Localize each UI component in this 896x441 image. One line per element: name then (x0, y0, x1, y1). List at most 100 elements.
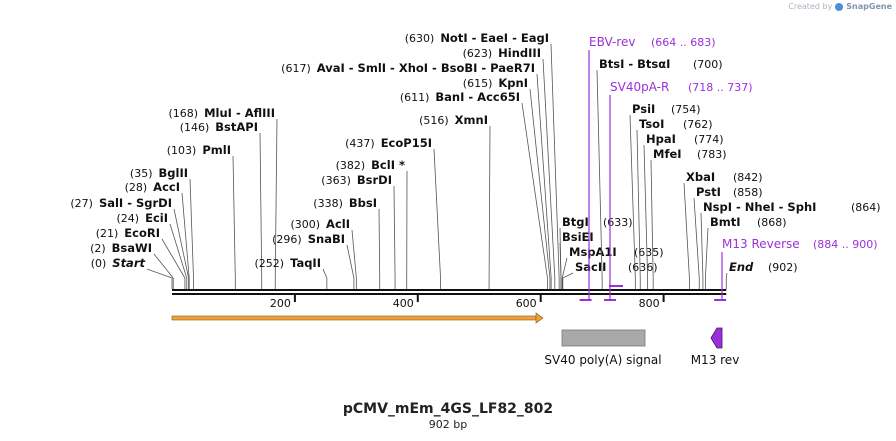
site-name: XbaI (686, 170, 715, 184)
primer-name: SV40pA-R (610, 80, 669, 94)
site-connector (232, 155, 236, 289)
primer-name: M13 Reverse (722, 237, 800, 251)
site-position: (858) (733, 186, 763, 199)
site-position: (252) (254, 257, 284, 270)
plasmid-length: 902 bp (428, 418, 468, 431)
axis-tick-label: 800 (639, 297, 660, 310)
site-connector (169, 223, 188, 289)
site-name: BsaWI (112, 241, 152, 255)
site-position: (635) (634, 246, 664, 259)
axis-tick-label: 400 (393, 297, 414, 310)
site-name: TaqII (290, 256, 321, 270)
site-right-4: BtsI - BtsαI (700) (596, 57, 723, 289)
brand-name: SnapGene (846, 2, 892, 11)
primer-mark (609, 285, 623, 287)
site-name: HindIII (498, 46, 541, 60)
site-name: PmlI (202, 143, 231, 157)
site-right-12: BmtI (868) (704, 215, 787, 289)
site-position: (0) (91, 257, 107, 270)
primer-name: EBV-rev (589, 35, 635, 49)
site-name: PstI (696, 185, 721, 199)
site-left-2: EcoRI (21) (96, 226, 186, 289)
site-position: (611) (400, 91, 430, 104)
site-left-5: AccI (28) (125, 180, 190, 289)
site-name: PsiI (632, 102, 655, 116)
site-left-13: BbsI (338) (313, 196, 381, 289)
site-connector (488, 125, 491, 289)
site-name: KpnI (498, 76, 528, 90)
feature-arrow-body (171, 315, 537, 321)
site-position: (774) (694, 133, 724, 146)
site-connector (521, 102, 548, 289)
site-connector (636, 129, 641, 289)
site-connector (181, 192, 190, 289)
site-position: (382) (336, 159, 366, 172)
site-left-14: BsrDI (363) (321, 173, 396, 289)
plasmid-name: pCMV_mEm_4GS_LF82_802 (342, 401, 554, 417)
site-connector (725, 272, 728, 289)
site-name: MluI - AflIII (204, 106, 275, 120)
site-name: BglII (159, 166, 189, 180)
site-left-20: AvaI - SmlI - XhoI - BsoBI - PaeR7I (617) (281, 61, 552, 289)
site-name: BtsI - BtsαI (599, 57, 670, 71)
site-left-21: HindIII (623) (463, 46, 556, 289)
site-position: (783) (697, 148, 727, 161)
site-position: (630) (405, 32, 435, 45)
site-left-22: NotI - EaeI - EagI (630) (405, 31, 560, 289)
site-position: (363) (321, 174, 351, 187)
site-left-10: TaqII (252) (254, 256, 328, 289)
site-position: (103) (167, 144, 197, 157)
site-right-1: BsiEI (559, 230, 594, 289)
site-name: SacII (575, 260, 606, 274)
site-position: (35) (130, 167, 153, 180)
site-name: EciI (145, 211, 168, 225)
site-left-15: BclI * (382) (336, 158, 408, 289)
site-right-5: PsiI (754) (629, 102, 701, 289)
site-left-16: EcoP15I (437) (345, 136, 441, 289)
primer-arrow (579, 299, 592, 301)
site-position: (2) (90, 242, 106, 255)
site-position: (617) (281, 62, 311, 75)
site-connector (693, 197, 700, 289)
site-left-1: BsaWI (2) (90, 241, 174, 289)
site-name: MspA1I (569, 245, 617, 259)
site-position: (21) (96, 227, 119, 240)
site-connector (259, 132, 263, 289)
site-connector (561, 257, 568, 289)
site-name: EcoRI (124, 226, 160, 240)
site-connector (704, 227, 709, 289)
site-right-11: NspI - NheI - SphI (864) (700, 200, 881, 289)
site-name: BsiEI (562, 230, 594, 244)
site-right-13: End (902) (725, 260, 798, 289)
site-right-10: PstI (858) (693, 185, 763, 289)
site-right-7: HpaI (774) (643, 132, 724, 289)
site-name: Start (112, 256, 145, 270)
site-connector (351, 229, 357, 289)
site-left-9: MluI - AflIII (168) (169, 106, 278, 289)
site-name: AclI (326, 217, 350, 231)
site-connector (153, 253, 174, 289)
snapgene-logo-icon (835, 2, 844, 11)
site-name: MfeI (653, 147, 682, 161)
site-name: SnaBI (308, 232, 345, 246)
axis-tick-label: 600 (516, 297, 537, 310)
site-connector (274, 118, 278, 289)
site-name: NotI - EaeI - EagI (440, 31, 549, 45)
feature-arrow-head (535, 312, 544, 324)
site-position: (842) (733, 171, 763, 184)
site-position: (28) (125, 181, 148, 194)
site-connector (559, 242, 562, 289)
site-connector (629, 114, 636, 289)
snapgene-brand: Created by SnapGene (788, 2, 892, 11)
site-connector (650, 159, 654, 289)
site-name: EcoP15I (381, 136, 432, 150)
site-position: (902) (768, 261, 798, 274)
site-connector (700, 212, 704, 289)
m13-feature-label: M13 rev (691, 353, 740, 367)
site-name: AccI (153, 180, 180, 194)
site-name: TsoI (639, 117, 664, 131)
site-right-6: TsoI (762) (636, 117, 713, 289)
site-right-2: MspA1I (635) (561, 245, 664, 289)
site-connector (529, 88, 551, 289)
